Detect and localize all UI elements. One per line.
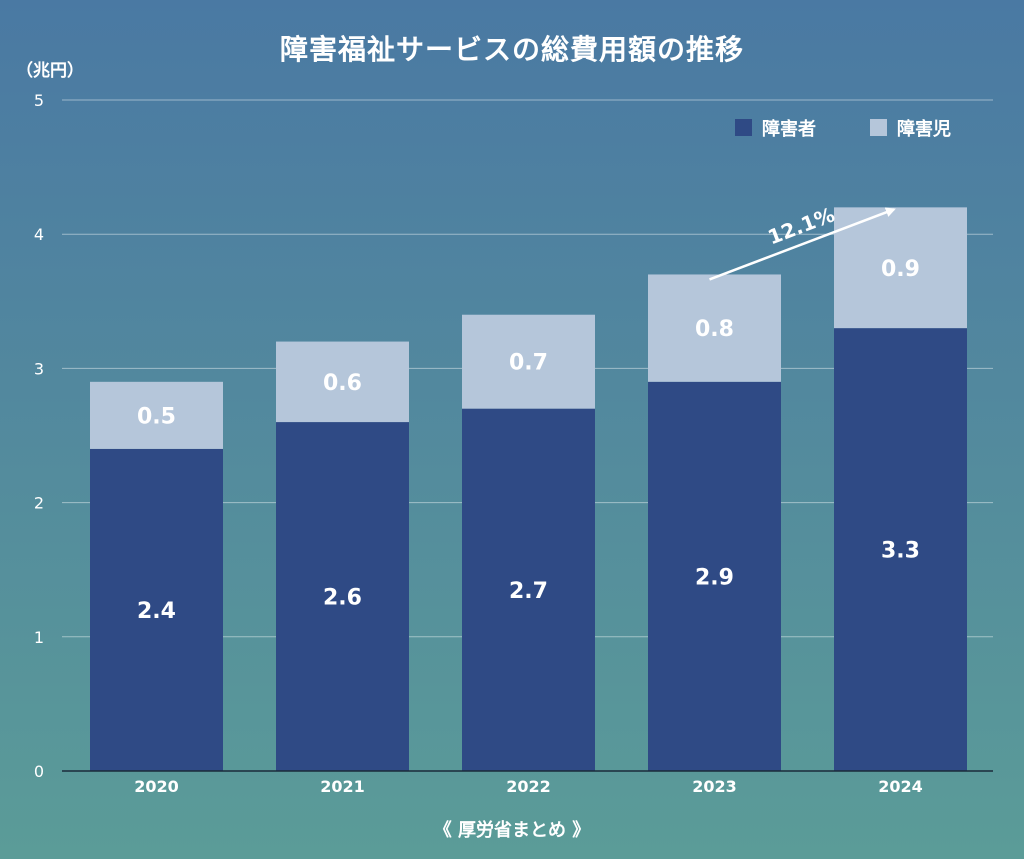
data-label-障害児: 0.8: [695, 317, 734, 342]
x-tick-label: 2024: [878, 777, 923, 796]
data-label-障害者: 2.4: [137, 599, 176, 624]
bar-segment-障害者: [462, 408, 595, 771]
source-note: 《 厚労省まとめ 》: [433, 820, 591, 841]
y-tick-label: 1: [34, 628, 44, 647]
data-label-障害者: 2.7: [509, 579, 548, 604]
legend-label: 障害者: [762, 118, 816, 140]
bar-segment-障害児: [834, 207, 967, 329]
legend: 障害者 障害児: [735, 118, 951, 140]
chart-title: 障害福祉サービスの総費用額の推移: [279, 33, 744, 66]
bar-segment-障害者: [276, 422, 409, 771]
x-tick-label: 2023: [692, 777, 737, 796]
x-tick-labels: 2020 2021 2022 2023 2024: [134, 777, 923, 796]
y-tick-label: 5: [34, 91, 44, 110]
bar-segment-障害者: [648, 381, 781, 771]
bar-segment-障害児: [462, 314, 595, 409]
y-tick-labels: 0 1 2 3 4 5: [34, 91, 44, 781]
bars: 2.4 0.5 2.6 0.6 2.7 0.7 2.9 0.8 3.3 0.9: [90, 207, 967, 771]
y-tick-label: 4: [34, 225, 44, 244]
bar-segment-障害者: [834, 328, 967, 771]
data-label-障害児: 0.5: [137, 404, 176, 429]
y-axis-label: （兆円）: [16, 60, 84, 81]
growth-label: 12.1%: [765, 202, 838, 249]
growth-arrow: [709, 207, 896, 281]
bar-segment-障害児: [276, 341, 409, 423]
x-tick-label: 2021: [320, 777, 365, 796]
data-label-障害者: 3.3: [881, 539, 920, 564]
bar-segment-障害児: [648, 274, 781, 382]
bar-segment-障害者: [90, 448, 223, 771]
x-tick-label: 2022: [506, 777, 551, 796]
y-tick-label: 3: [34, 359, 44, 378]
x-tick-label: 2020: [134, 777, 179, 796]
data-label-障害児: 0.9: [881, 257, 920, 282]
y-tick-label: 2: [34, 494, 44, 513]
legend-label: 障害児: [897, 118, 951, 140]
legend-swatch: [870, 119, 887, 136]
legend-swatch: [735, 119, 752, 136]
data-label-障害児: 0.7: [509, 351, 548, 376]
y-tick-label: 0: [34, 762, 44, 781]
data-label-障害者: 2.9: [695, 565, 734, 590]
data-label-障害児: 0.6: [323, 371, 362, 396]
data-label-障害者: 2.6: [323, 586, 362, 611]
bar-segment-障害児: [90, 381, 223, 449]
